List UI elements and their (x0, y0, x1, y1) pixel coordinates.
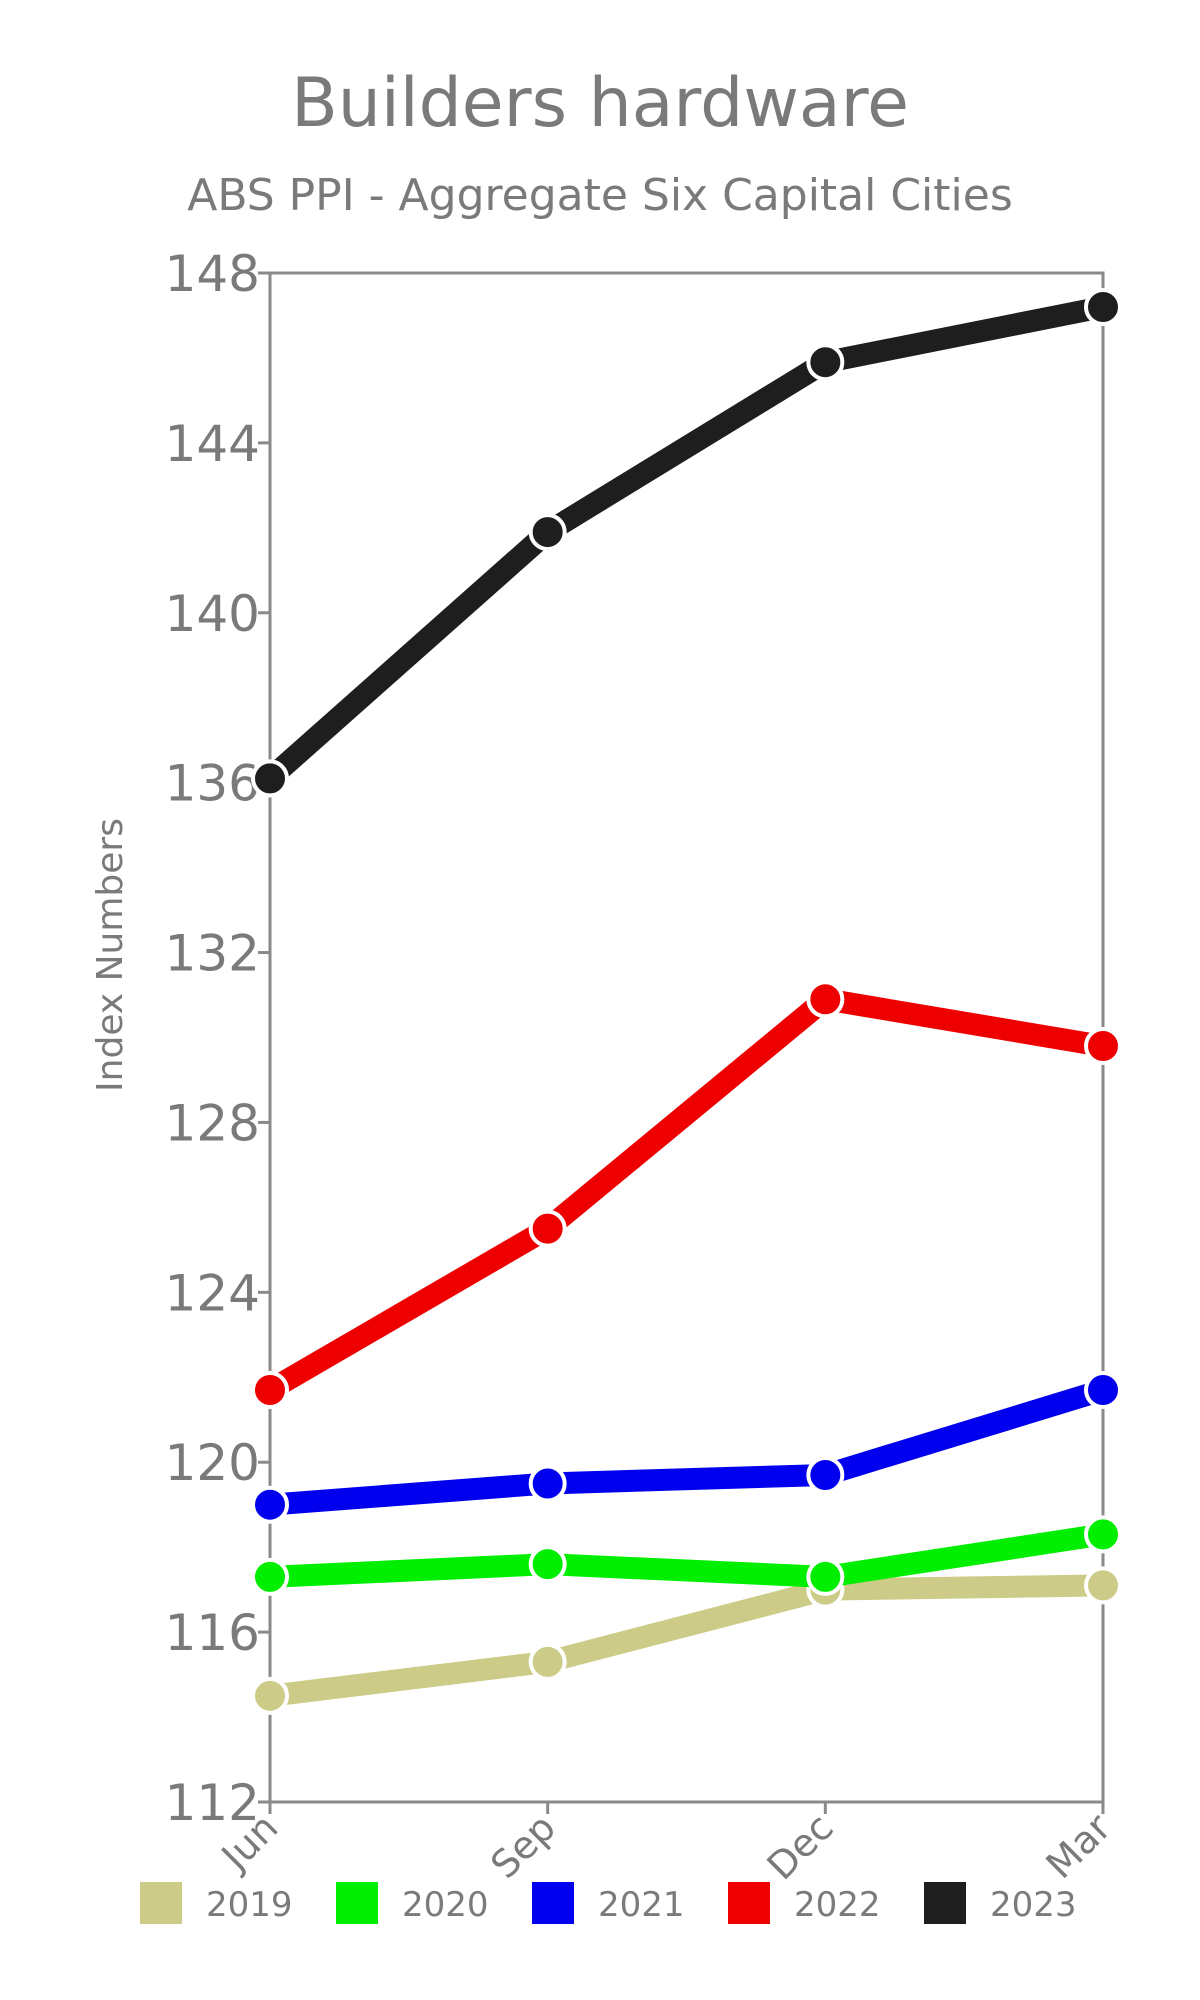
chart-title: Builders hardware (291, 64, 909, 143)
series-2021 (251, 1371, 1122, 1524)
y-tick-label: 116 (165, 1604, 260, 1662)
legend-swatch (140, 1882, 182, 1924)
x-tick-label: Dec (759, 1805, 842, 1888)
data-point-2021-Mar (1084, 1371, 1122, 1410)
y-tick-label: 132 (165, 925, 260, 983)
data-point-2022-Dec (806, 980, 845, 1019)
legend-item-2019: 2019 (140, 1882, 293, 1925)
x-tick-label: Mar (1038, 1805, 1120, 1887)
series-line-2022 (259, 988, 1114, 1402)
y-tick-label: 148 (165, 245, 260, 303)
series-2019 (251, 1566, 1122, 1715)
legend-item-2021: 2021 (532, 1882, 685, 1925)
y-tick-label: 120 (165, 1434, 260, 1492)
data-point-2020-Mar (1084, 1515, 1122, 1554)
series-2020 (251, 1515, 1122, 1596)
series-line-2021 (259, 1379, 1114, 1516)
series-2022 (251, 980, 1122, 1410)
legend-label: 2020 (402, 1885, 489, 1925)
y-tick-label: 112 (165, 1774, 260, 1832)
data-point-2021-Jun (251, 1485, 289, 1524)
legend-swatch (336, 1882, 378, 1924)
legend-item-2023: 2023 (924, 1882, 1077, 1925)
data-point-2021-Dec (806, 1455, 845, 1494)
data-point-2022-Jun (251, 1371, 289, 1410)
data-point-2022-Mar (1084, 1026, 1122, 1065)
series-line-2019 (259, 1574, 1114, 1707)
y-tick-label: 144 (165, 415, 260, 473)
data-point-2023-Dec (806, 343, 845, 382)
x-tick-label: Sep (482, 1805, 564, 1887)
y-axis-label: Index Numbers (90, 818, 131, 1092)
legend-swatch (728, 1882, 770, 1924)
legend-label: 2022 (794, 1885, 881, 1925)
y-tick-label: 136 (165, 755, 260, 813)
data-point-2022-Sep (528, 1209, 567, 1248)
series-line-2020 (259, 1523, 1114, 1588)
data-point-2021-Sep (528, 1464, 567, 1503)
chart-subtitle: ABS PPI - Aggregate Six Capital Cities (187, 170, 1013, 221)
data-point-2023-Sep (528, 513, 567, 552)
data-point-2020-Jun (251, 1557, 289, 1596)
legend-swatch (532, 1882, 574, 1924)
data-point-2019-Jun (251, 1676, 289, 1715)
series-line-2023 (259, 295, 1114, 790)
series-2023 (251, 287, 1122, 798)
data-point-2019-Sep (528, 1642, 567, 1681)
legend-label: 2023 (990, 1885, 1077, 1925)
legend-label: 2019 (206, 1885, 293, 1925)
series-layer (251, 287, 1122, 1715)
y-tick-label: 128 (165, 1094, 260, 1152)
legend-swatch (924, 1882, 966, 1924)
legend-label: 2021 (598, 1885, 685, 1925)
legend: 2019 2020 2021 2022 2023 (140, 1882, 1077, 1925)
legend-item-2020: 2020 (336, 1882, 489, 1925)
y-tick-label: 140 (165, 585, 260, 643)
data-point-2023-Mar (1084, 287, 1122, 326)
data-point-2019-Mar (1084, 1566, 1122, 1605)
data-point-2020-Dec (806, 1557, 845, 1596)
y-tick-label: 124 (165, 1264, 260, 1322)
legend-item-2022: 2022 (728, 1882, 881, 1925)
data-point-2020-Sep (528, 1545, 567, 1584)
data-point-2023-Jun (251, 759, 289, 798)
